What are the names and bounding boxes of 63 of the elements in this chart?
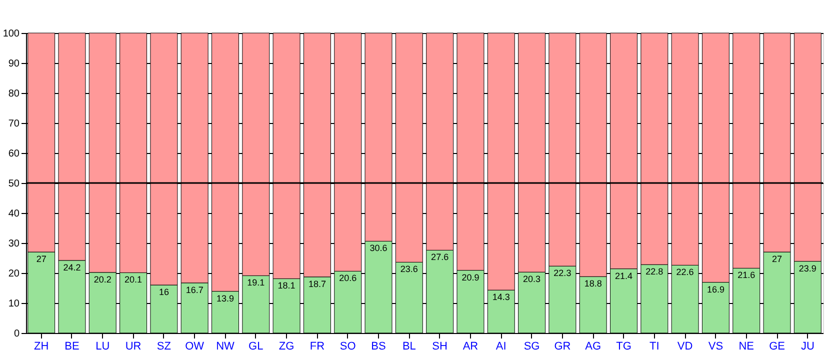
x-tick-label: AI [496, 340, 506, 350]
data-label: 22.8 [646, 266, 664, 277]
data-label: 27.6 [431, 252, 449, 262]
data-label: 30.6 [370, 243, 388, 254]
x-tick-label: NE [738, 340, 754, 350]
x-tick-label: VS [708, 340, 724, 350]
x-tick-label: SG [524, 340, 540, 350]
x-tick-label: JU [800, 340, 814, 350]
x-tick-label: BE [64, 340, 80, 350]
x-tick-label: TI [650, 340, 660, 350]
data-label: 20.1 [124, 274, 142, 285]
data-label: 23.9 [798, 263, 816, 274]
x-tick-label: FR [310, 340, 325, 350]
y-tick-label: 0 [14, 328, 20, 340]
x-tick-label: NW [216, 340, 236, 350]
y-tick-label: 70 [8, 118, 20, 130]
data-label: 19.1 [247, 278, 265, 288]
y-tick-label: 80 [8, 88, 20, 100]
data-label: 18.7 [308, 278, 326, 289]
x-tick-label: UR [125, 340, 142, 350]
data-label: 13.9 [216, 293, 234, 304]
data-label: 22.6 [676, 267, 694, 278]
y-tick-label: 100 [2, 28, 20, 40]
data-label: 24.2 [63, 262, 81, 272]
x-tick-label: LU [96, 340, 110, 350]
data-label: 27 [36, 254, 46, 264]
x-tick-label: GR [554, 340, 571, 350]
data-label: 20.9 [462, 272, 480, 282]
y-tick-label: 10 [8, 298, 20, 310]
x-tick-label: GE [769, 340, 785, 350]
x-tick-label: GL [248, 340, 264, 350]
data-label: 23.6 [400, 264, 418, 274]
x-tick-label: SH [432, 340, 448, 350]
data-label: 18.8 [584, 278, 602, 289]
data-label: 14.3 [492, 292, 510, 302]
y-tick-label: 30 [8, 238, 20, 250]
data-label: 22.3 [554, 268, 572, 278]
data-label: 21.6 [738, 270, 756, 280]
y-tick-label: 40 [8, 208, 20, 220]
x-tick-label: TG [616, 340, 632, 350]
data-label: 27 [772, 254, 782, 264]
x-tick-label: BS [371, 340, 386, 350]
x-tick-label: AG [585, 340, 602, 350]
y-tick-label: 50 [8, 178, 20, 190]
y-tick-label: 90 [8, 58, 20, 70]
x-tick-label: ZG [278, 340, 294, 350]
data-label: 20.2 [94, 274, 112, 284]
data-label: 20.3 [523, 274, 541, 284]
data-label: 16 [158, 287, 169, 297]
y-tick-label: 60 [8, 148, 20, 160]
data-label: 18.1 [278, 280, 296, 291]
y-tick-label: 20 [8, 268, 20, 280]
x-tick-label: VD [677, 340, 693, 350]
data-label: 20.6 [339, 273, 357, 284]
data-label: 16.9 [706, 284, 724, 294]
x-tick-label: ZH [34, 340, 49, 350]
x-tick-label: AR [462, 340, 478, 350]
x-tick-label: SZ [156, 340, 172, 350]
data-label: 16.7 [186, 284, 204, 295]
data-label: 21.4 [614, 270, 633, 281]
x-tick-label: SO [340, 340, 356, 350]
x-tick-label: OW [185, 340, 205, 350]
x-tick-label: BL [402, 340, 416, 350]
